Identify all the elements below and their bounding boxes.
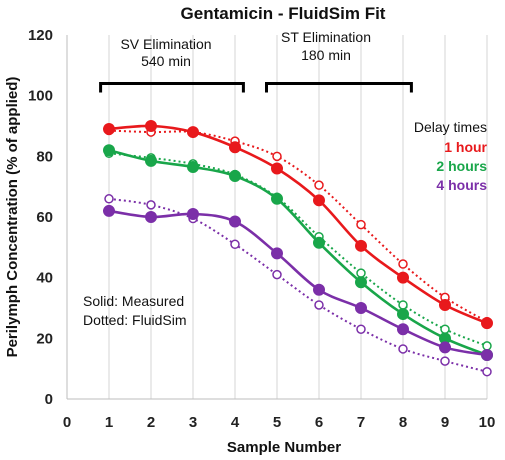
measured-line — [108, 149, 488, 357]
sv-elimination-duration: 540 min — [141, 53, 191, 69]
series-2-hours — [103, 144, 493, 362]
measured-point — [313, 194, 325, 207]
x-axis-label: Sample Number — [227, 439, 341, 456]
y-tick-label: 80 — [36, 148, 53, 165]
fluidsim-point — [482, 341, 492, 351]
measured-point — [103, 144, 115, 157]
x-tick-label: 1 — [105, 414, 113, 431]
y-tick-labels: 0 20 40 60 80 100 120 — [28, 27, 53, 408]
series-4-hours — [103, 194, 493, 377]
dotted-fluidsim-note: Dotted: FluidSim — [83, 312, 186, 328]
fluidsim-point — [356, 324, 366, 334]
measured-line — [108, 209, 488, 357]
legend-title: Delay times — [414, 119, 487, 135]
fluidsim-point — [440, 324, 450, 334]
x-tick-label: 0 — [63, 414, 71, 431]
measured-point — [103, 204, 115, 217]
elimination-brackets — [99, 82, 413, 93]
measured-point — [355, 302, 367, 314]
measured-point — [313, 236, 325, 249]
measured-point — [439, 298, 451, 311]
measured-point — [355, 276, 367, 289]
fluidsim-point — [398, 344, 408, 354]
x-tick-label: 10 — [479, 414, 496, 431]
measured-point — [481, 349, 493, 362]
measured-point — [229, 215, 241, 228]
x-tick-label: 3 — [189, 414, 197, 431]
fluidsim-point — [314, 180, 324, 190]
measured-point — [397, 308, 409, 321]
y-tick-label: 120 — [28, 27, 53, 44]
legend-2-hours: 2 hours — [436, 158, 487, 174]
fluidsim-point — [272, 151, 282, 162]
chart-title: Gentamicin - FluidSim Fit — [181, 4, 386, 23]
st-elimination-label: ST Elimination — [281, 29, 371, 45]
legend-1-hour: 1 hour — [444, 139, 487, 155]
fluidsim-point — [398, 259, 408, 269]
measured-point — [103, 123, 115, 136]
fluidsim-line — [108, 197, 488, 373]
y-tick-label: 100 — [28, 88, 53, 105]
fluidsim-point — [440, 356, 450, 366]
measured-point — [145, 211, 157, 223]
solid-measured-note: Solid: Measured — [83, 293, 184, 309]
measured-point — [355, 239, 367, 252]
measured-point — [187, 160, 199, 173]
y-axis-label: Perilymph Concentration (% of applied) — [4, 77, 21, 358]
fluidsim-point — [356, 219, 366, 230]
fluidsim-point — [104, 194, 114, 204]
y-tick-label: 0 — [45, 391, 53, 408]
measured-point — [439, 341, 451, 354]
series-1-hour — [103, 120, 493, 330]
x-tick-label: 2 — [147, 414, 155, 431]
measured-point — [397, 323, 409, 336]
fluidsim-point — [230, 239, 240, 250]
fluidsim-point — [356, 268, 366, 278]
legend-4-hours: 4 hours — [436, 177, 487, 193]
measured-point — [397, 271, 409, 284]
x-tick-label: 5 — [273, 414, 281, 431]
sv-bracket — [99, 82, 245, 93]
measured-line — [108, 124, 488, 325]
sv-elimination-label: SV Elimination — [120, 36, 211, 52]
measured-point — [229, 141, 241, 154]
measured-point — [229, 170, 241, 183]
x-tick-label: 8 — [399, 414, 407, 431]
measured-point — [187, 207, 199, 220]
fluidsim-point — [146, 200, 156, 210]
measured-point — [271, 162, 283, 175]
measured-point — [313, 283, 325, 296]
y-tick-label: 40 — [36, 270, 53, 287]
st-elimination-duration: 180 min — [301, 47, 351, 63]
axes — [66, 35, 487, 400]
measured-point — [145, 154, 157, 167]
fluidsim-point — [482, 366, 492, 377]
grid-lines — [108, 35, 488, 399]
measured-point — [271, 192, 283, 205]
x-tick-label: 9 — [441, 414, 449, 431]
fluidsim-point — [398, 300, 408, 310]
x-tick-label: 7 — [357, 414, 365, 431]
x-tick-labels: 0 1 2 3 4 5 6 7 8 9 10 — [63, 414, 496, 431]
measured-point — [187, 126, 199, 139]
series-layer — [103, 120, 493, 377]
st-bracket — [265, 82, 413, 93]
x-tick-label: 4 — [231, 414, 240, 431]
x-tick-label: 6 — [315, 414, 323, 431]
measured-point — [481, 317, 493, 330]
fluidsim-point — [272, 269, 282, 280]
fluidsim-point — [314, 300, 324, 310]
measured-point — [145, 120, 157, 132]
measured-point — [271, 247, 283, 260]
fluidsim-line — [108, 129, 488, 323]
fluidsim-line — [108, 152, 488, 347]
y-tick-label: 60 — [36, 209, 53, 226]
y-tick-label: 20 — [36, 330, 53, 347]
